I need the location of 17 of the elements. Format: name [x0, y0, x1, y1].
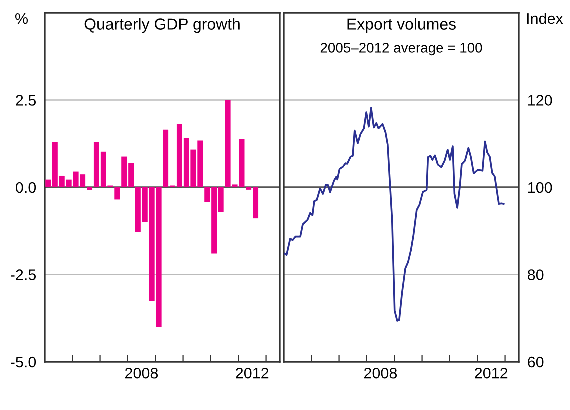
x-tick-label: 2008 [125, 368, 158, 379]
y-tick-label: -2.5 [11, 270, 36, 280]
y2-tick-label: 80 [528, 270, 544, 280]
chart-title: Quarterly GDP growth [84, 18, 240, 34]
y-tick-label: 2.5 [16, 95, 36, 106]
x-tick-label: 2008 [364, 368, 398, 379]
y-tick-label: -5.0 [11, 356, 36, 368]
y2-tick-label: 60 [528, 356, 544, 368]
x-tick-label: 2012 [236, 368, 269, 379]
chart-title: Export volumes [348, 18, 456, 34]
y-axis-title: % [16, 13, 28, 24]
y2-axis-title: Index [527, 13, 564, 24]
y2-tick-label: 100 [528, 182, 552, 194]
text: 2005–2012 average = 100 [320, 43, 482, 56]
x-tick-label: 2012 [475, 368, 508, 379]
y2-tick-label: 120 [528, 95, 552, 106]
y-tick-label: 0.0 [16, 182, 36, 194]
